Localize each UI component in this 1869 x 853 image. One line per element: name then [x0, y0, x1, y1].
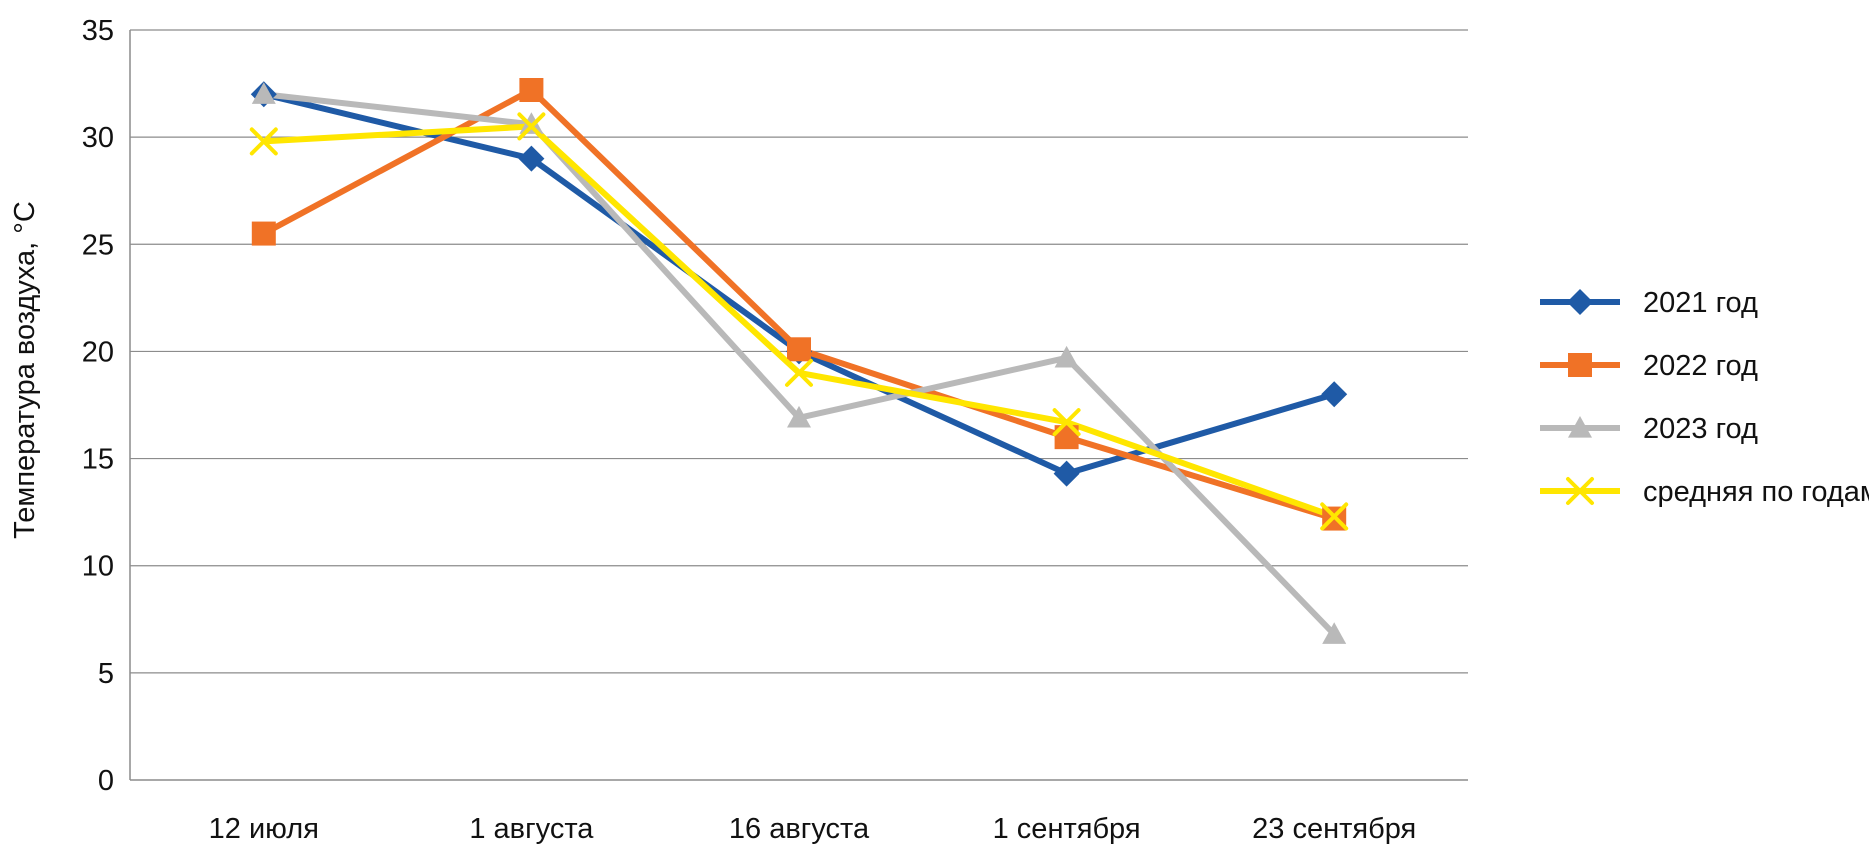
y-tick-label: 5: [98, 658, 114, 690]
y-tick-label: 10: [82, 551, 114, 583]
series-line-2: [262, 87, 1336, 522]
legend-label: 2023 год: [1643, 413, 1758, 445]
data-point-series-1: [1321, 381, 1348, 408]
y-tick-label: 0: [98, 765, 114, 797]
data-point-series-1: [1053, 460, 1080, 487]
legend-item: 2021 год: [1540, 287, 1758, 319]
x-tick-label: 1 августа: [469, 813, 594, 845]
legend-label: 2022 год: [1643, 350, 1758, 382]
data-point-series-4: [785, 358, 813, 387]
x-tick-label: 12 июля: [209, 813, 319, 845]
x-tick-label: 1 сентября: [993, 813, 1141, 845]
data-point-series-4: [517, 112, 546, 141]
legend-marker: [1568, 353, 1592, 377]
data-point-series-4: [249, 127, 278, 156]
data-point-series-3: [1322, 622, 1347, 644]
data-point-series-3: [787, 405, 811, 428]
data-point-series-4: [1052, 408, 1081, 437]
axes: [129, 30, 1468, 781]
y-tick-label: 25: [82, 229, 114, 261]
legend-item: 2022 год: [1540, 350, 1758, 382]
x-tick-label: 23 сентября: [1252, 813, 1416, 845]
legend-marker: [1567, 289, 1593, 315]
data-point-series-2: [519, 78, 544, 102]
y-tick-labels: 0 5 10 15 20 25 30 35: [82, 15, 114, 797]
data-point-series-1: [518, 145, 545, 172]
y-tick-label: 30: [82, 122, 114, 154]
y-tick-label: 20: [82, 336, 114, 368]
data-point-series-3: [519, 112, 544, 134]
data-point-series-3: [1054, 345, 1079, 368]
data-point-series-2: [251, 221, 276, 246]
legend-marker: [1568, 416, 1592, 438]
legend: 2021 год 2022 год 2023 год средняя по годам: [1540, 287, 1869, 508]
data-point-series-2: [787, 337, 811, 362]
data-point-series-4: [1320, 502, 1349, 531]
series-line-4: [263, 123, 1336, 520]
y-tick-label: 35: [82, 15, 114, 47]
legend-item: средняя по годам: [1540, 476, 1869, 508]
y-axis-title: Температура воздуха, °C: [9, 201, 41, 539]
x-tick-label: 16 августа: [729, 813, 870, 845]
legend-label: средняя по годам: [1643, 476, 1869, 508]
legend-item: 2023 год: [1540, 413, 1758, 445]
series-markers: [249, 78, 1349, 644]
y-tick-label: 15: [82, 444, 114, 476]
data-point-series-3: [251, 82, 276, 104]
x-tick-labels: 12 июля 1 августа 16 августа 1 сентября 23 с…: [209, 813, 1417, 845]
legend-marker: [1566, 477, 1594, 505]
legend-label: 2021 год: [1643, 287, 1758, 319]
